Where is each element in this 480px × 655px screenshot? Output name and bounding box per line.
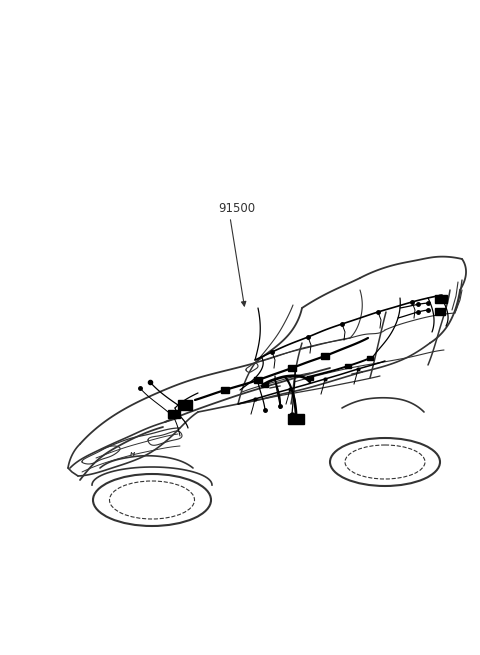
Bar [435, 308, 445, 315]
Bar [168, 410, 180, 418]
Bar [288, 414, 304, 424]
Text: 91500: 91500 [218, 202, 255, 215]
Bar [367, 356, 373, 360]
Bar [254, 377, 262, 383]
Bar [307, 376, 313, 380]
Bar [321, 353, 329, 359]
Bar [221, 387, 229, 393]
Bar [345, 364, 351, 368]
Bar [178, 400, 192, 410]
Bar [262, 383, 268, 387]
Bar [288, 365, 296, 371]
Text: H: H [130, 451, 134, 457]
Bar [435, 295, 447, 303]
